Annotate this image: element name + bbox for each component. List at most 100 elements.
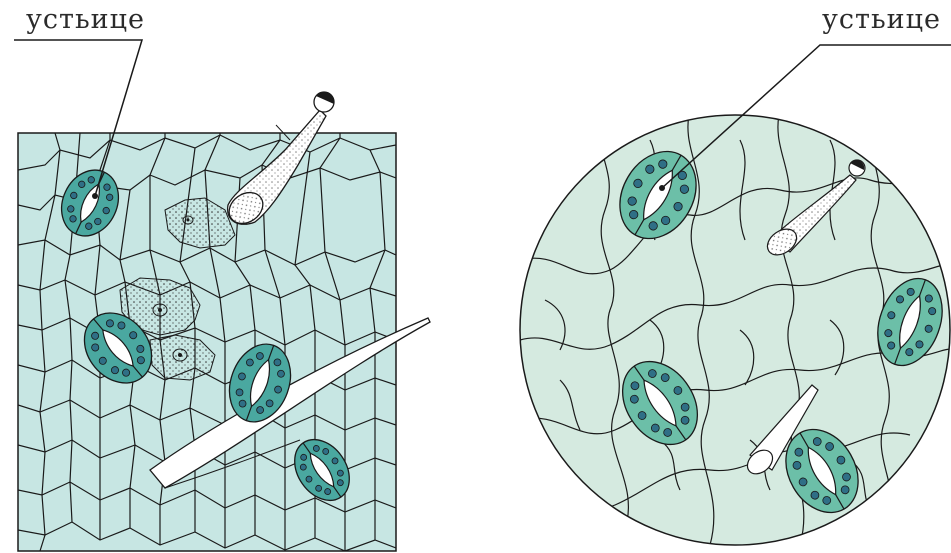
chloroplast xyxy=(812,437,822,446)
chloroplast xyxy=(238,372,246,381)
chloroplast xyxy=(273,358,282,367)
chloroplast xyxy=(660,373,670,382)
chloroplast xyxy=(85,222,93,230)
chloroplast xyxy=(887,341,896,350)
chloroplast xyxy=(106,193,114,201)
chloroplast xyxy=(906,287,915,296)
chloroplast xyxy=(794,447,804,457)
stoma-icon xyxy=(619,150,697,240)
chloroplast xyxy=(896,295,905,304)
stoma-icon xyxy=(60,169,120,237)
chloroplast xyxy=(103,183,111,191)
chloroplast xyxy=(136,356,145,365)
chloroplast xyxy=(70,191,78,200)
chloroplast xyxy=(648,221,658,231)
chloroplast xyxy=(673,386,683,395)
left-epidermis-panel xyxy=(14,39,431,552)
stoma-label-left: устьице xyxy=(26,4,145,35)
chloroplast xyxy=(822,496,832,505)
chloroplast xyxy=(627,196,637,206)
chloroplast xyxy=(91,343,100,352)
stoma-icon xyxy=(621,360,699,446)
right-stomata-group xyxy=(619,150,943,514)
chloroplast xyxy=(238,399,247,408)
chloroplast xyxy=(98,356,107,365)
chloroplast xyxy=(637,411,647,420)
stoma-icon xyxy=(228,343,292,423)
chloroplast xyxy=(322,448,330,455)
glandular-hair-icon xyxy=(227,91,335,225)
chloroplast xyxy=(629,394,639,404)
chloroplast xyxy=(336,479,344,487)
chloroplast xyxy=(324,488,332,495)
chloroplast xyxy=(277,369,285,378)
chloroplast xyxy=(645,164,655,174)
chloroplast xyxy=(661,215,671,226)
chloroplast xyxy=(67,205,75,213)
stoma-icon xyxy=(83,312,153,384)
stoma-icon xyxy=(877,277,943,367)
chloroplast xyxy=(792,460,802,470)
chloroplast xyxy=(915,340,924,349)
chloroplast xyxy=(256,352,264,360)
chloroplast xyxy=(629,210,639,220)
chloroplast xyxy=(105,319,114,328)
chloroplast xyxy=(680,415,690,425)
trichome-icon xyxy=(746,384,819,475)
stoma-pointer-left xyxy=(14,39,144,197)
chloroplast xyxy=(300,453,308,461)
trichome-icon xyxy=(149,317,431,489)
chloroplast xyxy=(69,215,77,223)
chloroplast xyxy=(647,369,657,378)
chloroplast xyxy=(110,366,119,375)
chloroplast xyxy=(842,472,851,482)
chloroplast xyxy=(928,307,937,316)
chloroplast xyxy=(887,311,896,320)
chloroplast xyxy=(129,331,138,340)
chloroplast xyxy=(825,442,834,451)
stoma-icon xyxy=(294,439,350,501)
chloroplast xyxy=(265,399,274,408)
chloroplast xyxy=(136,344,145,353)
chloroplast xyxy=(658,159,668,169)
chloroplast xyxy=(650,423,660,433)
chloroplast xyxy=(245,358,254,367)
chloroplast xyxy=(331,457,339,465)
chloroplast xyxy=(102,206,110,215)
left-dotted-cells xyxy=(119,197,236,381)
left-stomata-group xyxy=(60,169,350,501)
stoma-label-right: устьице xyxy=(822,4,941,35)
stoma-pointer-right xyxy=(661,44,951,189)
chloroplast xyxy=(840,485,850,495)
stoma-icon xyxy=(785,428,859,514)
chloroplast xyxy=(305,475,313,483)
chloroplast xyxy=(78,180,86,188)
chloroplast xyxy=(299,463,307,471)
right-epidermis-panel xyxy=(519,44,951,546)
glandular-hair-icon xyxy=(766,159,866,256)
chloroplast xyxy=(274,385,282,394)
chloroplast xyxy=(663,428,673,437)
chloroplast xyxy=(905,348,914,357)
chloroplast xyxy=(679,184,689,194)
chloroplast xyxy=(235,388,244,397)
chloroplast xyxy=(836,455,846,465)
chloroplast xyxy=(91,331,100,340)
chloroplast xyxy=(94,217,102,226)
chloroplast xyxy=(673,201,683,212)
chloroplast xyxy=(256,406,264,414)
chloroplast xyxy=(315,484,323,492)
chloroplast xyxy=(633,178,643,189)
chloroplast xyxy=(312,445,320,452)
right-cell-walls xyxy=(520,115,950,545)
chloroplast xyxy=(630,381,640,391)
chloroplast xyxy=(810,490,820,500)
chloroplast xyxy=(336,469,344,477)
chloroplast xyxy=(87,176,95,184)
chloroplast xyxy=(117,321,126,330)
chloroplast xyxy=(884,329,893,338)
chloroplast xyxy=(680,402,690,412)
chloroplast xyxy=(798,477,808,487)
